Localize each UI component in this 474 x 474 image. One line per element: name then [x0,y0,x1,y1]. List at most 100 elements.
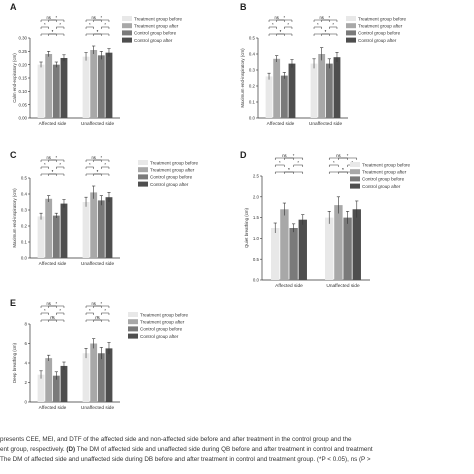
legend-label: Control group before [362,177,405,182]
legend-label: Treatment group before [134,16,183,21]
significance-bracket [85,173,110,176]
significance-label: * [280,29,282,34]
significance-label: ns [50,315,54,320]
y-tick-label: 0.25 [18,49,27,54]
y-tick-label: 0.3 [249,68,256,73]
caption-line-3: The DM of affected side and unaffected s… [0,456,371,463]
panel-letter: B [240,2,247,12]
significance-bracket [321,19,338,22]
bar [52,375,60,402]
significance-label: * [97,29,99,34]
chart-panel-e: E 0 2 4 6 8 Deep breathing (cm) Affected side Un… [10,298,189,411]
significance-label: * [332,22,334,27]
significance-bracket [313,33,338,36]
chart-panel-a: A 0.00 0.05 0.10 0.15 0.20 0.25 0.30 Calm end-ex… [10,2,183,127]
y-tick-label: 0.4 [21,192,28,197]
significance-bracket [56,26,65,29]
significance-bracket [313,26,322,29]
chart-panel-d: D 0.0 0.5 1.0 1.5 2.0 2.5 Quiet breathing (cm) A… [240,150,411,289]
caption-line-2-start: ent group, respectively. [0,446,67,453]
legend-swatch [138,167,148,173]
x-tick-label: Affected side [39,261,67,267]
significance-label: * [101,15,103,20]
significance-bracket [85,26,94,29]
x-tick-label: Unaffected side [309,121,343,127]
y-tick-label: 0.2 [21,224,28,229]
significance-bracket [85,312,94,315]
legend-swatch [122,16,132,21]
significance-bracket [274,164,285,167]
bar [352,209,361,280]
bar [52,64,60,118]
significance-label: ns [91,301,95,306]
bar [271,228,280,280]
legend-label: Control group before [134,31,177,36]
significance-bracket [48,173,57,176]
significance-bracket [284,171,294,174]
significance-label: * [317,22,319,27]
bar [90,50,98,118]
legend-label: Treatment group before [150,160,199,165]
y-tick-label: 0.4 [249,52,256,57]
significance-bracket [56,166,65,169]
y-tick-label: 6 [25,341,28,346]
significance-label: * [101,155,103,160]
significance-label: * [97,169,99,174]
significance-label: ns [336,153,340,158]
significance-label: * [293,153,295,158]
y-tick-label: 8 [25,322,28,327]
y-tick-label: 0.3 [21,208,28,213]
legend-label: Treatment group before [358,16,407,21]
bar [60,203,68,258]
significance-label: ns [46,15,50,20]
significance-label: * [52,29,54,34]
significance-label: ns [319,15,323,20]
significance-bracket [329,26,338,29]
significance-label: * [59,162,61,167]
legend-swatch [122,37,132,43]
y-tick-label: 0.0 [249,116,256,121]
significance-bracket [40,173,65,176]
significance-label: * [44,308,46,313]
significance-bracket [276,33,285,36]
y-tick-label: 0.1 [21,240,28,245]
y-axis-label: Maximum end-inspiratory (cm) [240,48,245,108]
significance-bracket [48,33,57,36]
legend-label: Control group before [150,175,193,180]
significance-label: * [52,29,54,34]
x-tick-label: Unaffected side [326,283,360,289]
caption-panel-ref: (D) [66,446,76,453]
legend-label: Treatment group before [140,312,189,317]
y-tick-label: 0.5 [249,36,256,41]
legend-label: Treatment group after [134,24,179,29]
legend-swatch [350,169,360,175]
significance-label: * [56,15,58,20]
significance-label: * [104,162,106,167]
bar [289,228,298,280]
legend-label: Treatment group before [362,162,411,167]
y-axis-label: Deep breathing (cm) [12,342,17,383]
y-tick-label: 0.5 [21,176,28,181]
significance-bracket [40,319,65,322]
y-tick-label: 2 [25,380,28,385]
significance-label: ns [46,301,50,306]
significance-label: * [342,167,344,172]
significance-bracket [48,305,65,308]
significance-label: ns [95,315,99,320]
significance-bracket [338,171,348,174]
panel-letter: E [10,298,16,308]
legend-label: Treatment group after [140,320,185,325]
significance-bracket [284,26,293,29]
significance-label: * [325,29,327,34]
significance-bracket [93,173,102,176]
bar [82,202,90,258]
significance-bracket [93,159,110,162]
bar [333,57,341,118]
significance-label: * [89,22,91,27]
y-axis-label: Maximum end-inspiratory (cm) [12,188,17,248]
legend-swatch [346,30,356,36]
significance-bracket [40,26,49,29]
y-axis-label: Calm end-expiratory (cm) [12,53,17,103]
significance-bracket [284,157,304,160]
significance-bracket [40,33,65,36]
